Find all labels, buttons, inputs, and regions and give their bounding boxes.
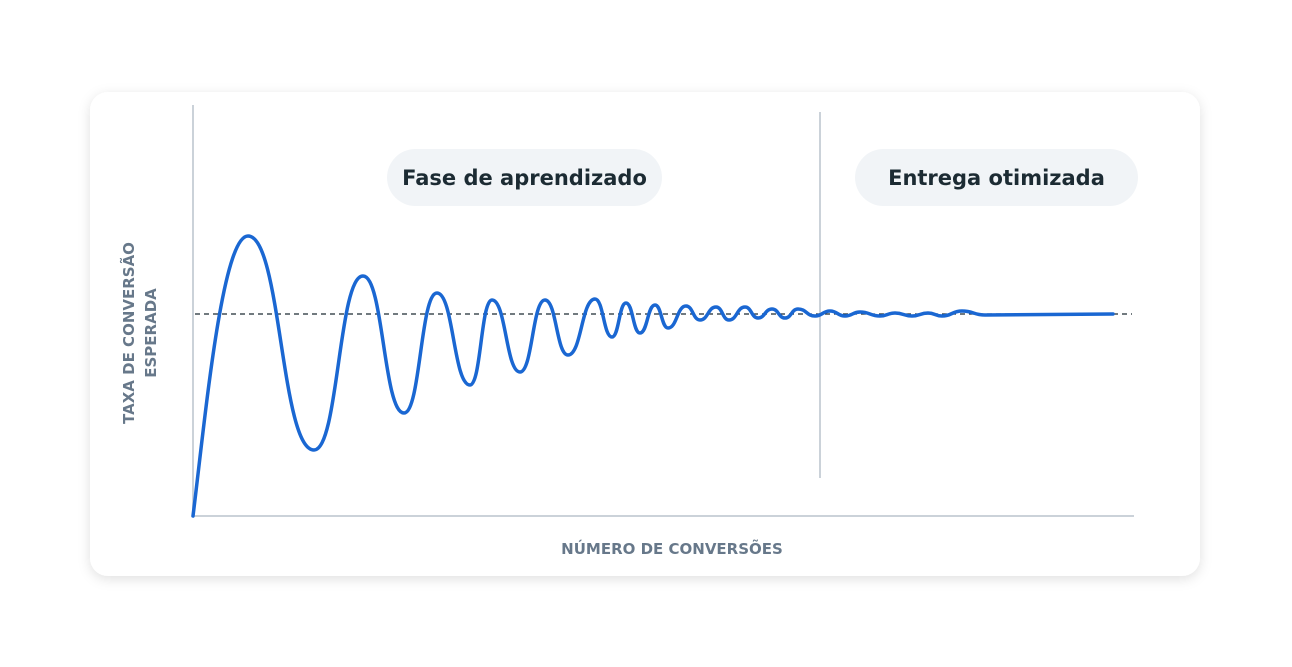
phase-label: Fase de aprendizado bbox=[402, 166, 647, 190]
y-axis-label-line: ESPERADA bbox=[142, 288, 160, 378]
x-axis-label: NÚMERO DE CONVERSÕES bbox=[561, 539, 783, 558]
conversion-curve bbox=[191, 234, 1115, 518]
phase-pill bbox=[387, 149, 662, 206]
y-axis-label: TAXA DE CONVERSÃO ESPERADA bbox=[119, 242, 160, 424]
phase-pill bbox=[855, 149, 1138, 206]
y-axis-label-line: TAXA DE CONVERSÃO bbox=[119, 242, 138, 424]
card bbox=[90, 92, 1200, 576]
phase-label: Entrega otimizada bbox=[888, 166, 1105, 190]
